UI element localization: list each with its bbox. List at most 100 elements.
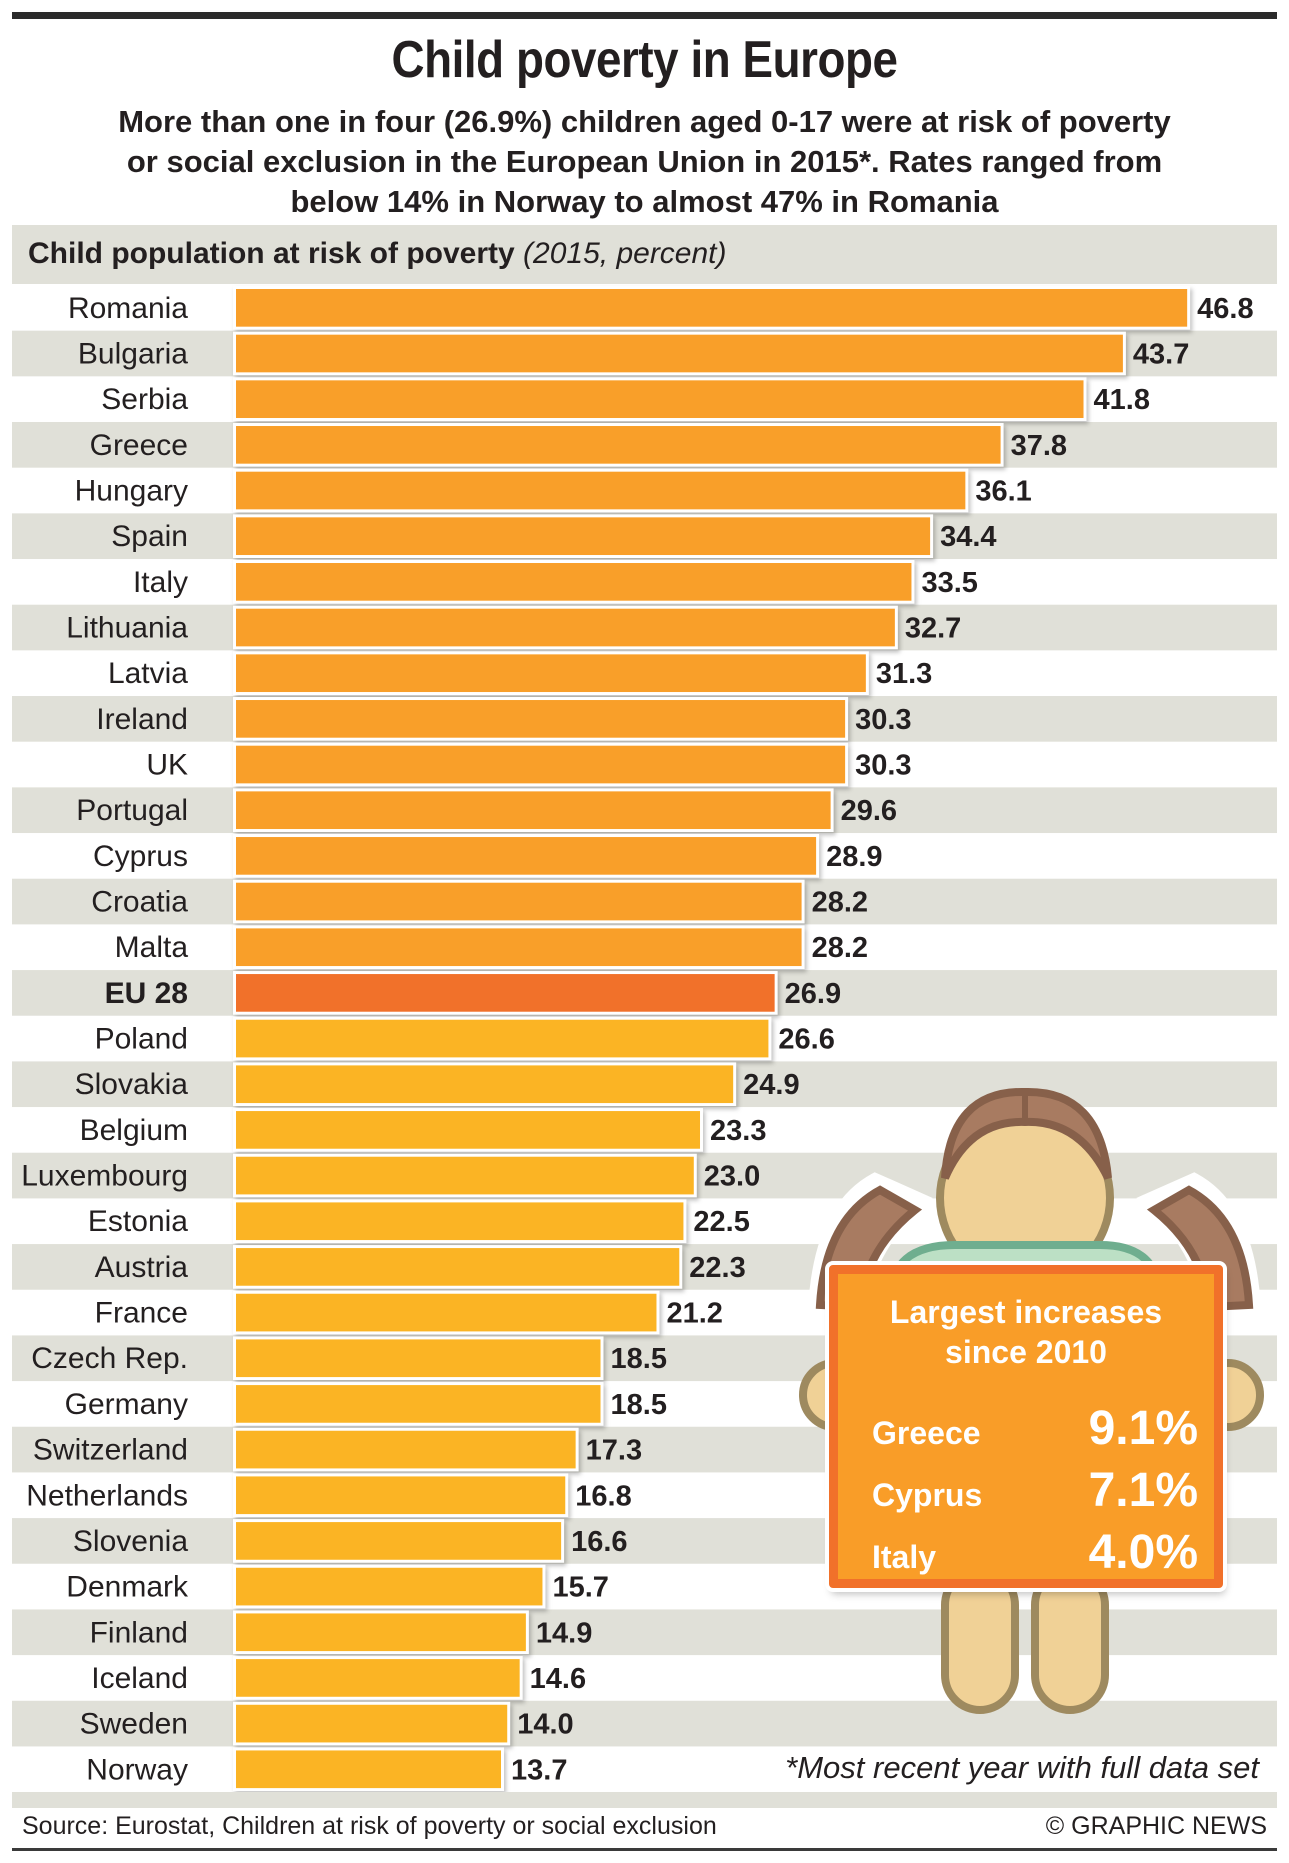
bar xyxy=(236,882,802,921)
footnote: *Most recent year with full data set xyxy=(785,1750,1259,1785)
credit-text: © GRAPHIC NEWS xyxy=(1045,1812,1267,1840)
category-label: Sweden xyxy=(80,1708,188,1741)
value-label: 16.8 xyxy=(575,1480,631,1512)
bar xyxy=(236,1065,734,1104)
category-label: Belgium xyxy=(80,1114,188,1147)
category-label: Norway xyxy=(86,1753,188,1786)
category-label: Netherlands xyxy=(26,1479,188,1512)
category-label: Czech Rep. xyxy=(31,1342,188,1375)
bar xyxy=(236,1430,576,1469)
category-label: Lithuania xyxy=(66,612,188,645)
category-label: Hungary xyxy=(75,475,188,508)
bar xyxy=(236,1567,543,1606)
chart-title: Child population at risk of poverty (201… xyxy=(28,237,727,271)
category-label: Greece xyxy=(90,429,188,462)
bar xyxy=(236,837,817,875)
bar xyxy=(236,1019,769,1058)
value-label: 28.2 xyxy=(812,932,868,964)
value-label: 30.3 xyxy=(855,750,911,782)
callout-value: 7.1% xyxy=(1088,1464,1198,1517)
value-label: 28.9 xyxy=(826,841,882,873)
callout-row: Italy 4.0% xyxy=(872,1526,1198,1580)
category-label: Slovenia xyxy=(73,1525,188,1558)
bar xyxy=(236,1750,502,1789)
category-label: Bulgaria xyxy=(78,338,188,371)
value-label: 14.6 xyxy=(530,1663,586,1695)
bar xyxy=(236,1613,526,1652)
category-label: Austria xyxy=(95,1251,189,1284)
bar xyxy=(236,1202,684,1241)
callout-row: Greece 9.1% xyxy=(872,1402,1198,1456)
category-label: Malta xyxy=(115,931,189,964)
category-label: France xyxy=(95,1297,188,1330)
category-label: Portugal xyxy=(76,794,188,827)
callout-row: Cyprus 7.1% xyxy=(872,1464,1198,1518)
category-label: UK xyxy=(146,749,188,782)
value-label: 34.4 xyxy=(940,521,996,553)
bar xyxy=(236,517,931,556)
value-label: 17.3 xyxy=(586,1435,642,1467)
bar xyxy=(236,1339,601,1378)
value-label: 13.7 xyxy=(511,1754,567,1786)
bar xyxy=(236,1704,508,1743)
bar xyxy=(236,1111,701,1149)
bar xyxy=(236,700,846,738)
category-label: Romania xyxy=(68,292,188,325)
source-text: Source: Eurostat, Children at risk of po… xyxy=(22,1812,717,1840)
bar xyxy=(236,563,912,601)
callout-country: Italy xyxy=(872,1539,937,1575)
value-label: 32.7 xyxy=(905,613,961,645)
chart-header-band xyxy=(12,225,1277,284)
bar xyxy=(236,928,802,967)
top-rule xyxy=(12,12,1277,19)
callout-title-line: Largest increases xyxy=(889,1294,1163,1330)
category-label: Latvia xyxy=(108,657,188,690)
category-label: Denmark xyxy=(66,1571,189,1604)
value-label: 18.5 xyxy=(611,1343,667,1375)
value-label: 33.5 xyxy=(921,567,977,599)
value-label: 16.6 xyxy=(571,1526,627,1558)
bar xyxy=(236,1522,562,1560)
bar xyxy=(236,1659,520,1697)
category-label: Iceland xyxy=(91,1662,188,1695)
chart-footer-band xyxy=(12,1792,1277,1808)
bar xyxy=(236,289,1188,327)
bottom-rule xyxy=(12,1848,1277,1851)
value-label: 15.7 xyxy=(552,1572,608,1604)
category-label: Cyprus xyxy=(93,840,188,873)
bar-chart: Child population at risk of poverty (201… xyxy=(12,225,1277,1808)
value-label: 23.0 xyxy=(704,1161,760,1193)
page-title: Child poverty in Europe xyxy=(391,31,898,89)
value-label: 18.5 xyxy=(611,1389,667,1421)
callout-title-line: since 2010 xyxy=(945,1334,1107,1370)
value-label: 31.3 xyxy=(876,658,932,690)
value-label: 26.6 xyxy=(778,1024,834,1056)
subtitle-line: More than one in four (26.9%) children a… xyxy=(118,104,1171,139)
bar xyxy=(236,334,1123,373)
value-label: 43.7 xyxy=(1133,339,1189,371)
subtitle-line: below 14% in Norway to almost 47% in Rom… xyxy=(290,184,999,219)
callout-value: 9.1% xyxy=(1088,1402,1198,1455)
subtitle-line: or social exclusion in the European Unio… xyxy=(126,144,1163,179)
bar xyxy=(236,380,1084,419)
value-label: 22.5 xyxy=(693,1206,749,1238)
value-label: 22.3 xyxy=(689,1252,745,1284)
callout-country: Greece xyxy=(872,1415,981,1451)
bar xyxy=(236,974,775,1012)
value-label: 24.9 xyxy=(743,1069,799,1101)
chart-title-qualifier: (2015, percent) xyxy=(523,237,727,270)
value-label: 26.9 xyxy=(785,978,841,1010)
bar xyxy=(236,608,895,647)
callout-country: Cyprus xyxy=(872,1477,983,1513)
bar xyxy=(236,1293,657,1332)
subtitle: More than one in four (26.9%) children a… xyxy=(20,102,1269,222)
bar xyxy=(236,426,1001,464)
bar xyxy=(236,1476,566,1515)
category-label: Serbia xyxy=(101,383,188,416)
category-label: Slovakia xyxy=(75,1068,189,1101)
value-label: 14.9 xyxy=(536,1617,592,1649)
category-label: Switzerland xyxy=(33,1434,188,1467)
category-label: Estonia xyxy=(88,1205,188,1238)
category-label: EU 28 xyxy=(105,977,188,1010)
value-label: 37.8 xyxy=(1011,430,1067,462)
